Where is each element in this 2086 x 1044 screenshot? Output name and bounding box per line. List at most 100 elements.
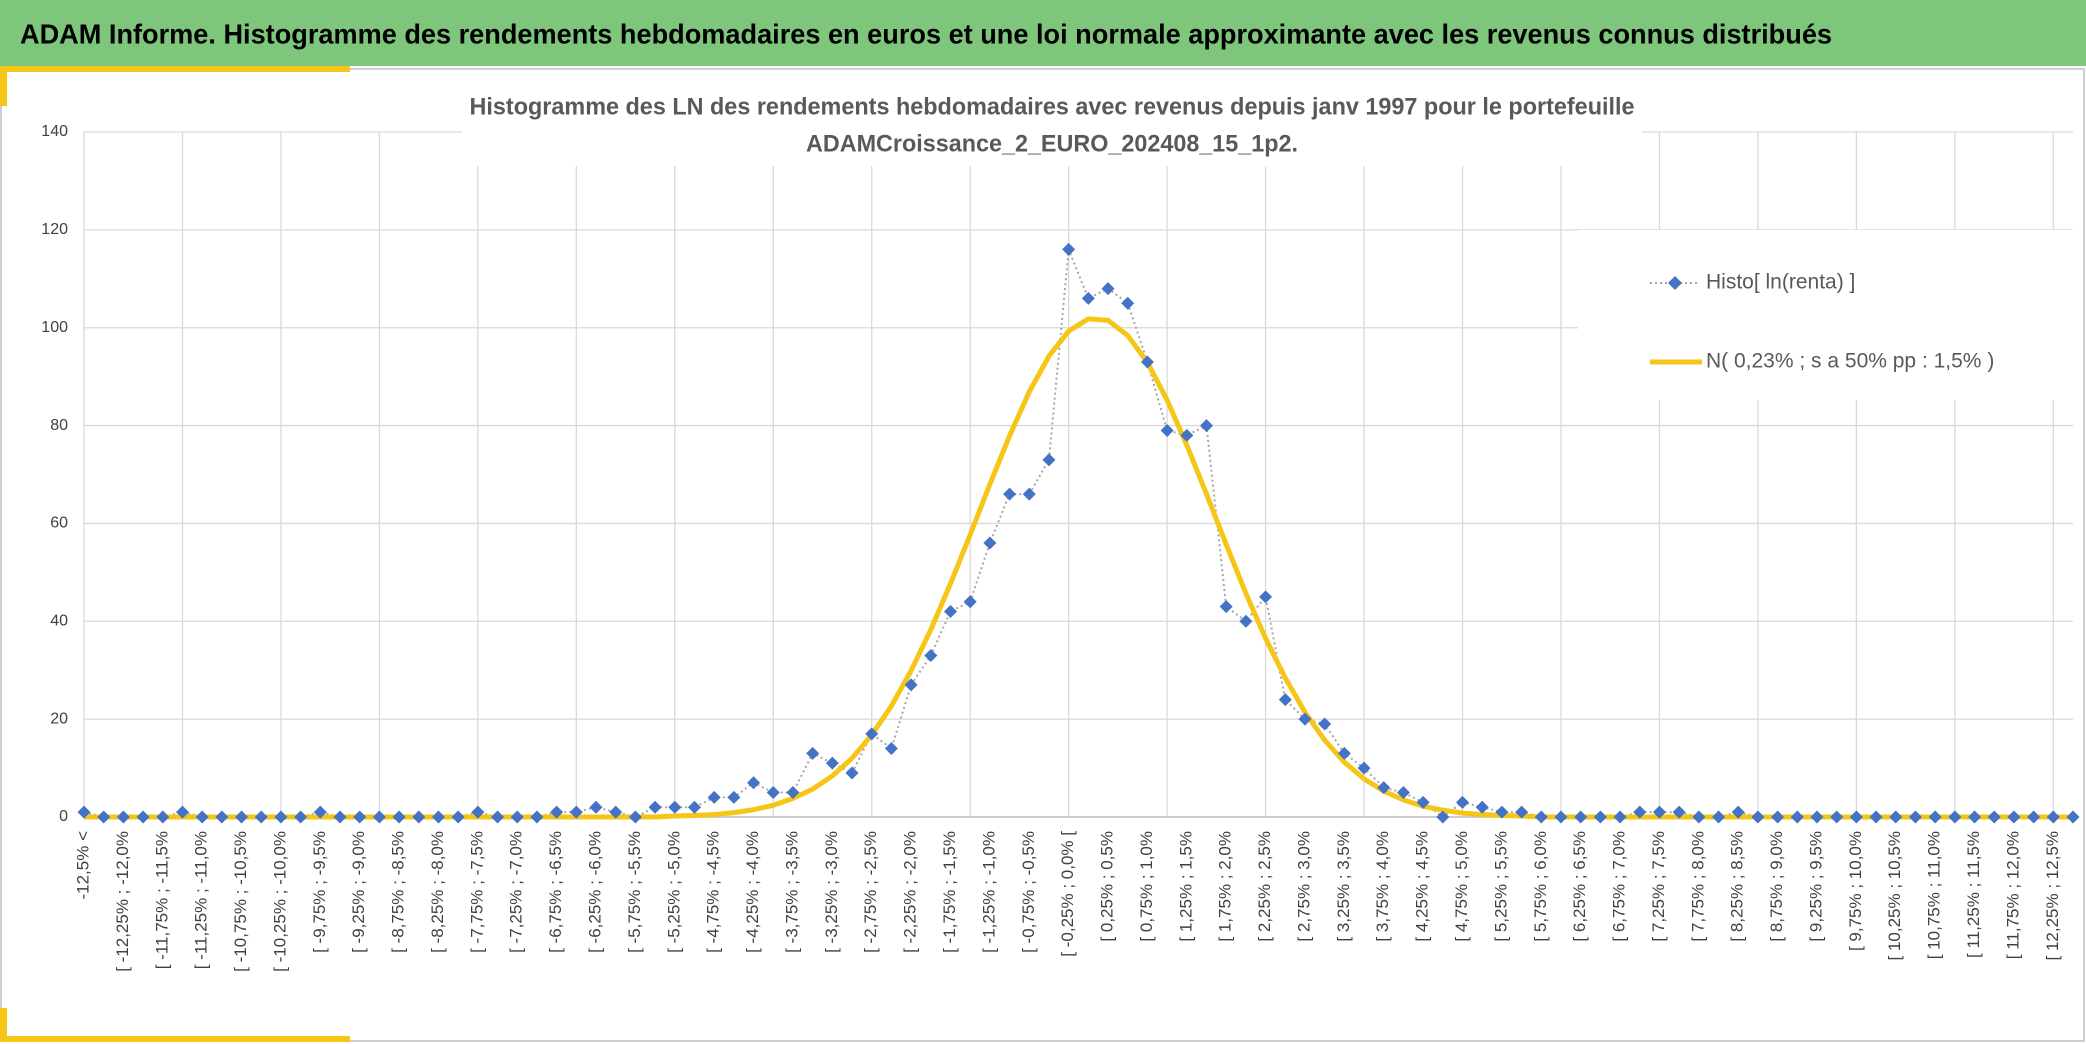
- marker: [865, 727, 879, 741]
- marker: [1022, 487, 1036, 501]
- marker: [2027, 810, 2041, 824]
- x-tick-label: [ 10,25% ; 10,5%: [1885, 831, 1904, 960]
- marker: [195, 810, 209, 824]
- y-tick-label: 40: [50, 613, 68, 630]
- marker: [1790, 810, 1804, 824]
- marker: [1751, 810, 1765, 824]
- marker: [1889, 810, 1903, 824]
- marker: [274, 810, 288, 824]
- marker: [1003, 487, 1017, 501]
- marker: [294, 810, 308, 824]
- marker: [471, 805, 485, 819]
- marker: [924, 649, 938, 663]
- x-tick-label: [ 6,75% ; 7,0%: [1610, 831, 1629, 942]
- marker: [1121, 296, 1135, 310]
- x-tick-label: [ -12,25% ; -12,0%: [113, 831, 132, 972]
- x-tick-label: -12,5% <: [73, 831, 92, 900]
- x-tick-label: [ 4,25% ; 4,5%: [1413, 831, 1432, 942]
- marker: [1456, 795, 1470, 809]
- marker: [77, 805, 91, 819]
- x-tick-label: [ 6,25% ; 6,5%: [1570, 831, 1589, 942]
- marker: [1160, 423, 1174, 437]
- marker: [530, 810, 544, 824]
- x-tick-label: [ 2,25% ; 2,5%: [1255, 831, 1274, 942]
- marker: [904, 678, 918, 692]
- x-tick-label: [ -3,75% ; -3,5%: [782, 831, 801, 953]
- marker: [1180, 428, 1194, 442]
- header-bar: [0, 0, 2086, 66]
- y-tick-label: 120: [41, 221, 68, 238]
- marker: [727, 790, 741, 804]
- marker: [1928, 810, 1942, 824]
- marker: [2066, 810, 2080, 824]
- marker: [687, 800, 701, 814]
- legend: Histo[ ln(renta) ] N( 0,23% ; s a 50% pp …: [1650, 271, 1994, 373]
- marker: [1042, 453, 1056, 467]
- x-tick-label: [ -7,75% ; -7,5%: [467, 831, 486, 953]
- marker: [1495, 805, 1509, 819]
- marker: [1613, 810, 1627, 824]
- marker: [569, 805, 583, 819]
- marker: [1515, 805, 1529, 819]
- marker: [1633, 805, 1647, 819]
- marker: [1278, 693, 1292, 707]
- marker: [1219, 600, 1233, 614]
- marker: [1200, 419, 1214, 433]
- y-tick-label: 140: [41, 123, 68, 140]
- x-tick-label: [ -10,25% ; -10,0%: [270, 831, 289, 972]
- marker: [412, 810, 426, 824]
- marker: [1869, 810, 1883, 824]
- marker: [1337, 746, 1351, 760]
- x-tick-label: [ 10,75% ; 11,0%: [1925, 831, 1944, 959]
- marker: [1534, 810, 1548, 824]
- marker: [1672, 805, 1686, 819]
- accent: [0, 1036, 350, 1042]
- marker: [510, 810, 524, 824]
- x-tick-label: [ 9,75% ; 10,0%: [1846, 831, 1865, 951]
- accent: [0, 66, 7, 106]
- marker: [372, 810, 386, 824]
- x-tick-label: [ -4,75% ; -4,5%: [704, 831, 723, 953]
- marker: [175, 805, 189, 819]
- legend-label: N( 0,23% ; s a 50% pp : 1,5% ): [1706, 350, 1994, 373]
- marker: [983, 536, 997, 550]
- legend-label: Histo[ ln(renta) ]: [1706, 271, 1855, 294]
- marker: [116, 810, 130, 824]
- marker: [1908, 810, 1922, 824]
- accent: [0, 66, 350, 72]
- x-tick-label: [ 8,25% ; 8,5%: [1728, 831, 1747, 942]
- x-tick-label: [ -1,75% ; -1,5%: [940, 831, 959, 953]
- x-tick-label: [ 11,25% ; 11,5%: [1964, 831, 1983, 958]
- marker: [2046, 810, 2060, 824]
- marker: [1436, 810, 1450, 824]
- x-tick-label: [ 2,75% ; 3,0%: [1294, 831, 1313, 942]
- legend-swatch: [1668, 276, 1682, 290]
- accent: [0, 1008, 7, 1042]
- x-tick-label: [ 0,75% ; 1,0%: [1137, 831, 1156, 942]
- x-tick-label: [ -9,75% ; -9,5%: [310, 831, 329, 953]
- marker: [609, 805, 623, 819]
- marker: [254, 810, 268, 824]
- plot: 0 20 40 60 80 100 120 140 -12,5% < [ -12,25% ; -1…: [41, 123, 2080, 972]
- marker: [491, 810, 505, 824]
- x-tick-label: [ 5,25% ; 5,5%: [1491, 831, 1510, 942]
- x-tick-label: [ -11,25% ; -11,0%: [192, 831, 211, 969]
- legend-background: [1578, 230, 2083, 400]
- chart-border: [0, 68, 2085, 1042]
- marker: [884, 742, 898, 755]
- marker: [668, 800, 682, 814]
- marker: [1731, 805, 1745, 819]
- x-tick-label: [ -2,75% ; -2,5%: [861, 831, 880, 953]
- x-tick-label: [ 0,25% ; 0,5%: [1098, 831, 1117, 942]
- x-tick-label: [ -0,75% ; -0,5%: [1019, 831, 1038, 953]
- marker: [2007, 810, 2021, 824]
- x-tick-label: [ -4,25% ; -4,0%: [743, 831, 762, 953]
- x-tick-label: [ 1,25% ; 1,5%: [1176, 831, 1195, 942]
- marker: [1968, 810, 1982, 824]
- marker: [1081, 291, 1095, 305]
- x-tick-label: [ -10,75% ; -10,5%: [231, 831, 250, 972]
- y-tick-label: 20: [50, 710, 68, 727]
- x-tick-label: [ -5,75% ; -5,5%: [625, 831, 644, 953]
- y-tick-label: 0: [59, 808, 68, 825]
